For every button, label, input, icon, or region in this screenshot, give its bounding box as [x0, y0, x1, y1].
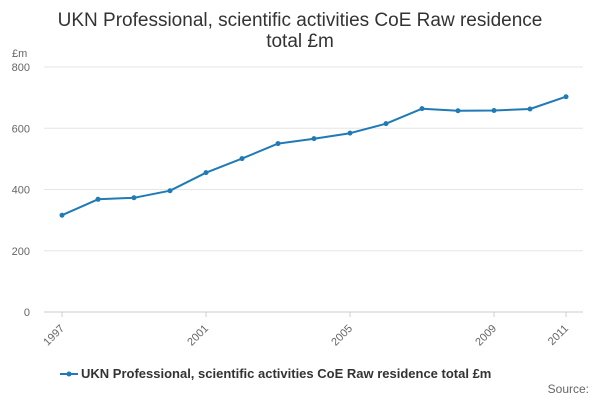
- y-tick-label-200: 200: [12, 246, 30, 258]
- data-point-1998[interactable]: [95, 196, 101, 202]
- x-tick-label-1997: 1997: [41, 323, 67, 349]
- data-point-2009[interactable]: [491, 107, 497, 113]
- data-point-1997[interactable]: [59, 212, 65, 218]
- source-label: Source:: [548, 382, 589, 396]
- gridlines: [44, 66, 583, 313]
- data-point-2008[interactable]: [455, 108, 461, 114]
- data-point-2004[interactable]: [311, 136, 317, 142]
- y-axis-unit-label: £m: [12, 48, 27, 60]
- y-axis-tick-labels: 0 200 400 600 800: [12, 62, 30, 319]
- data-point-2005[interactable]: [347, 130, 353, 136]
- x-tick-label-2011: 2011: [546, 323, 571, 348]
- y-tick-label-0: 0: [24, 307, 30, 319]
- data-point-2010[interactable]: [527, 106, 533, 112]
- y-tick-label-600: 600: [12, 123, 30, 135]
- y-tick-label-800: 800: [12, 62, 30, 74]
- y-tick-label-400: 400: [12, 185, 30, 197]
- series-line-0: [61, 95, 567, 217]
- data-point-2006[interactable]: [383, 121, 389, 127]
- data-point-2003[interactable]: [275, 141, 281, 147]
- x-tick-label-2005: 2005: [329, 323, 355, 349]
- legend[interactable]: UKN Professional, scientific activities …: [60, 366, 491, 381]
- data-point-2007[interactable]: [419, 106, 425, 112]
- series-layer: [59, 94, 569, 218]
- x-tick-label-2009: 2009: [473, 323, 499, 349]
- chart-title-line-1: UKN Professional, scientific activities …: [58, 10, 543, 31]
- data-point-1999[interactable]: [131, 195, 137, 201]
- legend-series-swatch-marker: [66, 371, 72, 377]
- chart-title-line-2: total £m: [266, 31, 334, 52]
- x-tick-label-2001: 2001: [185, 323, 211, 349]
- data-point-2002[interactable]: [239, 156, 245, 162]
- data-point-2001[interactable]: [203, 170, 209, 176]
- data-point-2000[interactable]: [167, 188, 173, 194]
- data-point-2011[interactable]: [563, 94, 569, 100]
- legend-series-label[interactable]: UKN Professional, scientific activities …: [81, 366, 491, 381]
- x-axis: 1997 2001 2005 2009 2011: [41, 311, 583, 349]
